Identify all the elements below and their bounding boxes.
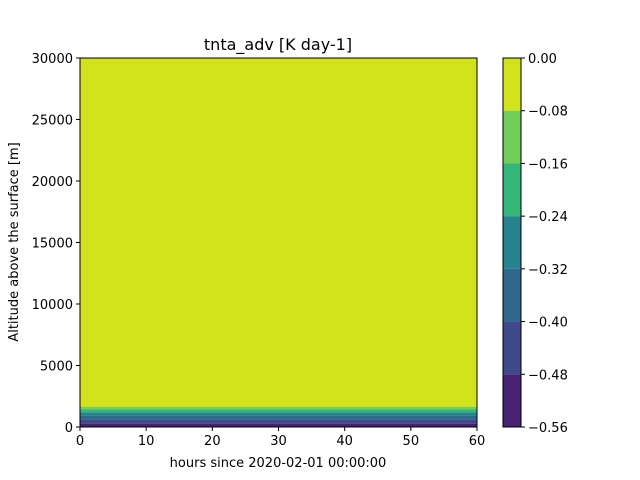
y-tick-label: 5000 bbox=[40, 360, 73, 375]
x-tick-label: 20 bbox=[204, 434, 221, 449]
colorbar-frame bbox=[502, 57, 522, 428]
colorbar-swatch-6 bbox=[503, 58, 521, 111]
y-tick-label: 15000 bbox=[32, 237, 73, 252]
colorbar-swatch-2 bbox=[503, 268, 521, 322]
colorbar-swatch-0 bbox=[503, 374, 521, 427]
x-tick-label: 30 bbox=[270, 434, 287, 449]
colorbar-tick-label: −0.08 bbox=[528, 105, 568, 120]
x-axis: 0 10 20 30 40 50 60 bbox=[76, 427, 485, 449]
colorbar: −0.56 −0.48 −0.40 −0.32 −0.24 −0.16 −0.08 0.00 bbox=[502, 52, 568, 436]
colorbar-tick-label: −0.40 bbox=[528, 316, 568, 331]
y-tick-label: 0 bbox=[65, 421, 73, 436]
y-tick-label: 25000 bbox=[32, 114, 73, 129]
contour-band-4 bbox=[80, 409, 477, 413]
y-axis-label: Altitude above the surface [m] bbox=[7, 142, 22, 341]
y-axis: 0 5000 10000 15000 20000 25000 30000 bbox=[32, 52, 80, 436]
x-tick-label: 60 bbox=[469, 434, 486, 449]
plot-area bbox=[79, 57, 478, 428]
colorbar-swatch-1 bbox=[503, 321, 521, 375]
y-tick-label: 20000 bbox=[32, 175, 73, 190]
contour-band-1 bbox=[80, 419, 477, 424]
contour-band-5 bbox=[80, 406, 477, 410]
colorbar-tick-label: −0.16 bbox=[528, 157, 568, 172]
x-axis-label: hours since 2020-02-01 00:00:00 bbox=[170, 456, 387, 471]
y-tick-label: 30000 bbox=[32, 52, 73, 67]
chart-title: tnta_adv [K day-1] bbox=[204, 35, 352, 55]
colorbar-swatch-5 bbox=[503, 110, 521, 164]
colorbar-swatch-4 bbox=[503, 163, 521, 217]
colorbar-tick-label: −0.32 bbox=[528, 263, 568, 278]
colorbar-tick-label: −0.48 bbox=[528, 368, 568, 383]
x-tick-label: 0 bbox=[76, 434, 84, 449]
contour-band-6 bbox=[80, 58, 477, 407]
x-tick-label: 40 bbox=[336, 434, 353, 449]
colorbar-swatch-3 bbox=[503, 216, 521, 269]
contour-band-0 bbox=[80, 423, 477, 427]
colorbar-tick-label: 0.00 bbox=[528, 52, 557, 67]
colorbar-tick-label: −0.56 bbox=[528, 421, 568, 436]
x-tick-label: 10 bbox=[138, 434, 155, 449]
y-tick-label: 10000 bbox=[32, 298, 73, 313]
contour-band-3 bbox=[80, 412, 477, 416]
colorbar-tick-label: −0.24 bbox=[528, 210, 568, 225]
x-tick-label: 50 bbox=[403, 434, 420, 449]
contour-band-2 bbox=[80, 415, 477, 420]
